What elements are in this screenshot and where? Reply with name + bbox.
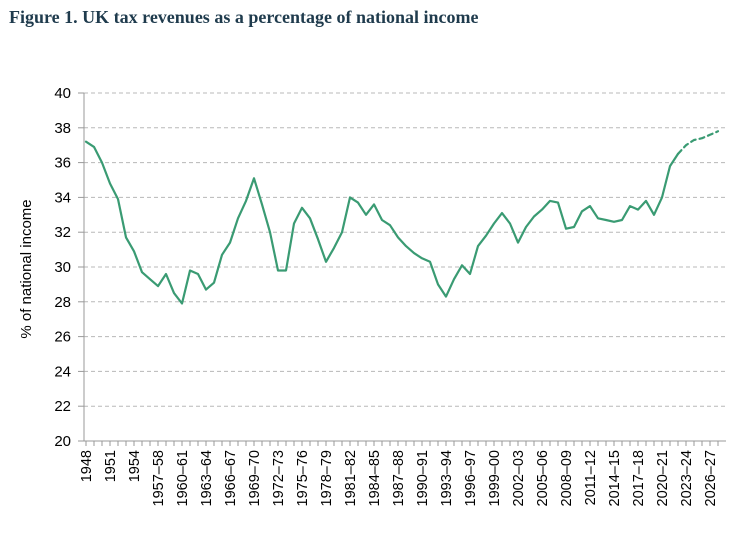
x-tick-label: 1987–88 <box>391 450 407 506</box>
x-tick-label: 1975–76 <box>295 450 311 506</box>
gridlines <box>84 92 726 442</box>
x-tick-label: 1978–79 <box>319 450 335 506</box>
y-tick-label: 20 <box>54 433 71 450</box>
y-axis: 20 22 24 26 28 30 32 34 36 38 40 <box>54 85 85 450</box>
forecast-series-line <box>676 130 720 155</box>
x-tick-label: 1984–85 <box>367 450 383 506</box>
x-tick-label: 1966–67 <box>223 450 239 506</box>
y-tick-label: 22 <box>54 398 71 415</box>
x-tick-label: 1963–64 <box>199 450 215 506</box>
x-tick-label: 2011–12 <box>583 450 599 505</box>
plot-area <box>84 130 720 305</box>
x-tick-label: 1993–94 <box>439 450 455 506</box>
x-tick-label: 2002–03 <box>511 450 527 506</box>
x-tick-label: 1948 <box>79 450 95 482</box>
y-axis-label: % of national income <box>18 199 35 338</box>
x-tick-label: 1972–73 <box>271 450 287 506</box>
x-tick-label: 1951 <box>103 450 119 482</box>
x-axis: 1948 1951 1954 1957–58 1960–61 1963–64 1966–67… <box>79 440 726 506</box>
y-tick-label: 38 <box>54 120 71 137</box>
y-tick-label: 30 <box>54 259 71 276</box>
y-tick-label: 28 <box>54 294 71 311</box>
y-tick-label: 26 <box>54 329 71 346</box>
x-tick-label: 1957–58 <box>151 450 167 506</box>
x-tick-label: 2005–06 <box>535 450 551 506</box>
chart-title: Figure 1. UK tax revenues as a percentag… <box>9 7 479 27</box>
x-tick-label: 1960–61 <box>175 450 191 506</box>
x-tick-label: 2026–27 <box>703 450 719 506</box>
y-tick-label: 32 <box>54 224 71 241</box>
x-tick-label: 2023–24 <box>679 450 695 506</box>
y-tick-label: 24 <box>54 363 71 380</box>
y-tick-label: 40 <box>54 85 71 102</box>
x-tick-label: 1996–97 <box>463 450 479 506</box>
outturn-series-line <box>84 140 680 305</box>
x-tick-label: 1990–91 <box>415 450 431 506</box>
y-tick-label: 36 <box>54 155 71 172</box>
x-tick-label: 1969–70 <box>247 450 263 506</box>
x-tick-label: 2008–09 <box>559 450 575 506</box>
x-tick-label: 2017–18 <box>631 450 647 506</box>
y-tick-label: 34 <box>54 189 71 206</box>
x-tick-label: 1981–82 <box>343 450 359 506</box>
x-tick-label: 1999–00 <box>487 450 503 506</box>
x-tick-label: 2020–21 <box>655 450 671 506</box>
x-tick-label: 1954 <box>127 450 143 482</box>
x-tick-label: 2014–15 <box>607 450 623 506</box>
